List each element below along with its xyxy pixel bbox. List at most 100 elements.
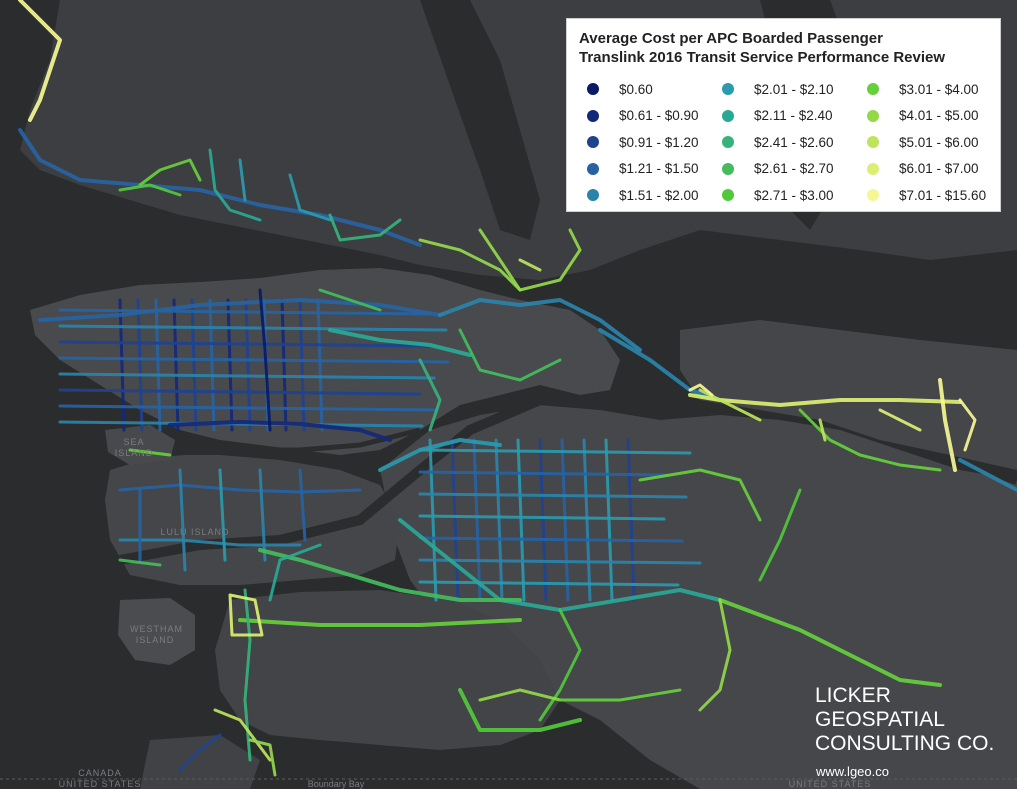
bus-route	[472, 438, 482, 602]
legend-label: $2.61 - $2.70	[754, 161, 834, 176]
bus-route	[138, 158, 202, 187]
legend-label: $2.11 - $2.40	[754, 108, 833, 123]
bus-route	[118, 298, 126, 432]
brand-line-2: GEOSPATIAL	[815, 708, 945, 731]
legend-item: $6.01 - $7.00	[867, 159, 979, 179]
bus-route	[38, 298, 442, 322]
bus-route	[178, 733, 222, 772]
bus-route	[494, 438, 504, 602]
legend-label: $1.21 - $1.50	[619, 161, 699, 176]
united-states-label-east: UNITED STATES	[788, 779, 872, 789]
bus-route	[288, 173, 332, 222]
sea-island-land	[105, 425, 175, 465]
bus-route	[58, 388, 422, 396]
bus-route	[818, 418, 827, 442]
bus-route	[238, 618, 522, 627]
legend-label: $2.71 - $3.00	[754, 187, 834, 203]
fraser-river-north-arm	[149, 427, 421, 458]
legend-label: $0.91 - $1.20	[619, 134, 699, 150]
bus-route	[58, 340, 434, 348]
bus-route	[698, 598, 732, 712]
bus-route	[248, 738, 277, 777]
bus-route	[558, 688, 682, 702]
boundary-bay-label: Boundary Bay	[307, 779, 365, 789]
legend-item: $2.61 - $2.70	[722, 159, 834, 179]
brand-line-3: CONSULTING CO.	[815, 732, 995, 755]
bus-route	[604, 438, 614, 602]
legend-label: $2.01 - $2.10	[754, 81, 834, 97]
bus-route	[328, 328, 472, 357]
legend-item: $2.41 - $2.60	[722, 132, 834, 152]
legend-item: $4.01 - $5.00	[867, 106, 979, 126]
indian-arm-inlet	[420, 0, 540, 240]
bus-route	[428, 438, 438, 602]
brand-line-1: LICKER	[815, 684, 891, 707]
legend-swatch	[722, 136, 734, 148]
bus-route	[538, 608, 582, 722]
legend-item: $2.01 - $2.10	[722, 79, 834, 99]
bus-route	[516, 438, 526, 602]
legend-item: $2.71 - $3.00	[722, 185, 834, 205]
point-roberts-land	[140, 735, 260, 789]
bus-route	[560, 438, 570, 602]
bus-route	[418, 492, 688, 499]
legend-item: $0.61 - $0.90	[587, 106, 699, 126]
bus-route	[538, 438, 548, 602]
bus-route	[958, 458, 1017, 492]
bus-route	[688, 383, 714, 397]
bus-route	[258, 288, 272, 432]
bus-route	[758, 488, 802, 582]
brand-url: www.lgeo.co	[816, 764, 889, 779]
legend-label: $6.01 - $7.00	[899, 161, 979, 176]
bus-route	[418, 358, 442, 432]
bus-route	[58, 324, 448, 332]
bus-route	[258, 548, 522, 602]
bus-route	[238, 158, 247, 202]
legend-item: $2.11 - $2.40	[722, 106, 833, 126]
legend-swatch	[587, 109, 599, 122]
bus-route	[168, 420, 392, 442]
bus-route	[268, 543, 322, 602]
bus-route	[418, 514, 666, 521]
bus-route	[118, 183, 182, 197]
legend-swatch	[867, 109, 879, 122]
bus-route	[458, 328, 562, 382]
bus-route	[318, 288, 382, 312]
bus-route	[18, 128, 422, 247]
bus-route	[638, 468, 762, 522]
bus-route	[798, 408, 942, 472]
legend-swatch	[587, 136, 599, 148]
bus-route	[458, 688, 582, 732]
legend-item: $0.60	[587, 79, 653, 99]
maple-ridge-land	[680, 320, 1017, 470]
legend-label: $5.01 - $6.00	[899, 134, 979, 150]
legend-label: $3.01 - $4.00	[899, 81, 979, 97]
united-states-label: UNITED STATES	[58, 779, 142, 789]
bus-route	[328, 213, 402, 242]
westham-island-label: WESTHAM ISLAND	[130, 624, 183, 645]
bus-route	[378, 438, 502, 472]
legend-item: $0.91 - $1.20	[587, 132, 699, 152]
branding: LICKER GEOSPATIAL CONSULTING CO. www.lge…	[815, 684, 994, 779]
legend-title: Average Cost per APC Boarded Passenger	[579, 30, 883, 47]
bus-route	[118, 538, 302, 547]
bus-route	[478, 688, 562, 702]
legend-swatch	[587, 162, 599, 175]
transit-routes	[18, 0, 1017, 777]
bus-route	[450, 438, 460, 602]
legend-items: $0.60 $0.61 - $0.90 $0.91 - $1.20 $1.21 - $…	[587, 79, 997, 209]
legend-swatch	[587, 83, 599, 95]
bus-route	[58, 372, 436, 380]
bus-route	[958, 398, 977, 452]
bus-route	[208, 148, 262, 222]
bus-route	[598, 328, 722, 402]
bus-route	[118, 558, 162, 567]
bus-route	[258, 468, 267, 562]
surrey-delta-land	[380, 405, 1017, 789]
bus-route	[298, 468, 307, 542]
legend-item: $3.01 - $4.00	[867, 79, 979, 99]
bus-route	[718, 598, 942, 687]
bus-route	[438, 298, 642, 352]
bus-route	[418, 558, 702, 565]
